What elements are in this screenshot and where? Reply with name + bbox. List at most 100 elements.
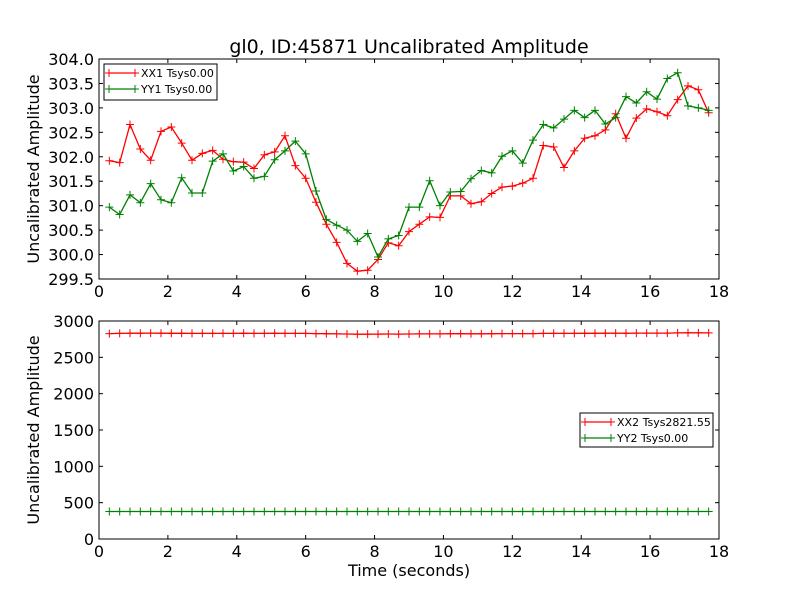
data-point — [105, 329, 114, 338]
data-point — [704, 507, 713, 516]
x-tick-label: 6 — [301, 282, 311, 301]
data-point — [219, 507, 227, 516]
data-point — [684, 507, 692, 516]
data-point — [146, 329, 155, 338]
data-point — [177, 507, 186, 516]
data-point — [684, 328, 692, 337]
data-point — [198, 507, 207, 516]
x-tick-label: 0 — [94, 282, 104, 301]
data-point — [126, 190, 134, 199]
x-tick-label: 16 — [640, 282, 660, 301]
data-point — [105, 156, 114, 165]
data-point — [405, 227, 413, 236]
y-tick-label: 300.0 — [48, 246, 94, 265]
data-point — [498, 329, 506, 338]
data-point — [684, 81, 692, 90]
x-tick-label: 12 — [502, 542, 522, 561]
data-point — [208, 146, 217, 155]
data-point — [477, 507, 486, 516]
data-point — [260, 150, 269, 159]
data-point — [312, 198, 320, 207]
data-point — [105, 203, 114, 212]
data-point — [529, 329, 537, 338]
data-point — [539, 120, 548, 129]
bottom-chart: 0 2 4 6 8 10 12 14 16 18 0 500 1000 1500 2000 2500 3000 T… — [24, 312, 729, 580]
data-point — [167, 122, 176, 131]
legend-label: XX1 Tsys0.00 — [141, 67, 214, 80]
data-point — [322, 507, 331, 516]
data-point — [239, 329, 248, 338]
data-point — [126, 329, 134, 338]
data-point — [425, 507, 434, 516]
legend-box — [579, 412, 714, 448]
x-tick-label: 4 — [232, 542, 242, 561]
data-point — [560, 507, 568, 516]
data-point — [570, 106, 579, 115]
y-tick-label: 302.0 — [48, 148, 94, 167]
data-point — [642, 329, 651, 338]
data-point — [518, 329, 527, 338]
data-point — [467, 199, 475, 208]
data-point — [653, 95, 661, 104]
series-2 — [105, 68, 713, 261]
data-point — [343, 330, 351, 339]
data-point — [260, 329, 269, 338]
data-point — [560, 163, 568, 172]
y-tick-label: 301.0 — [48, 197, 94, 216]
data-point — [332, 238, 341, 247]
data-point — [518, 179, 527, 188]
data-point — [146, 507, 155, 516]
y-tick-label: 1000 — [53, 457, 94, 476]
data-point — [653, 107, 661, 116]
legend: XX1 Tsys0.00 YY1 Tsys0.00 — [103, 63, 218, 101]
data-point — [663, 74, 672, 83]
data-point — [177, 329, 186, 338]
data-point — [312, 507, 320, 516]
y-tick-label: 303.0 — [48, 99, 94, 118]
data-point — [250, 164, 258, 173]
y-tick-label: 3000 — [53, 312, 94, 331]
legend-entry: XX1 Tsys0.00 — [105, 67, 214, 80]
data-point — [343, 226, 351, 235]
data-point — [673, 328, 682, 337]
y-tick-label: 302.5 — [48, 123, 94, 142]
data-point — [425, 176, 434, 185]
x-tick-label: 6 — [301, 542, 311, 561]
data-point — [436, 329, 444, 338]
data-point — [591, 507, 599, 516]
data-point — [188, 507, 196, 516]
data-point — [384, 507, 393, 516]
x-tick-label: 14 — [571, 542, 591, 561]
data-point — [477, 197, 486, 206]
data-point — [591, 329, 599, 338]
y-tick-label: 303.5 — [48, 74, 94, 93]
data-point — [353, 237, 362, 246]
data-point — [229, 157, 238, 166]
y-tick-label: 2000 — [53, 385, 94, 404]
data-point — [260, 172, 269, 181]
data-point — [694, 328, 703, 337]
data-point — [250, 329, 258, 338]
data-point — [353, 330, 362, 339]
data-point — [126, 507, 134, 516]
data-point — [518, 507, 527, 516]
y-tick-label: 1500 — [53, 421, 94, 440]
data-point — [208, 329, 217, 338]
data-point — [146, 179, 155, 188]
data-point — [508, 507, 517, 516]
data-point — [632, 99, 641, 107]
data-point — [208, 157, 217, 166]
data-point — [229, 166, 238, 175]
data-point — [136, 507, 145, 516]
data-point — [436, 213, 444, 222]
data-point — [115, 507, 124, 516]
data-point — [642, 87, 651, 96]
data-point — [332, 507, 341, 516]
data-point — [632, 114, 641, 123]
data-point — [508, 182, 517, 191]
data-point — [487, 329, 496, 338]
x-tick-label: 10 — [433, 282, 453, 301]
data-point — [394, 330, 403, 339]
data-point — [456, 187, 465, 196]
chart-title: gl0, ID:45871 Uncalibrated Amplitude — [229, 36, 588, 58]
